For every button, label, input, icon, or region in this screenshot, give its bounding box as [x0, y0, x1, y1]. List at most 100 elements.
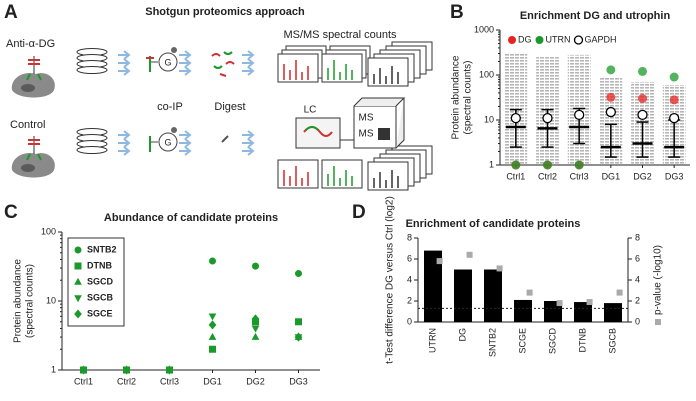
- point: [637, 109, 648, 121]
- bead-label: G: [164, 137, 171, 147]
- x-tick-label: DG2: [633, 171, 652, 181]
- point: [208, 313, 217, 321]
- point: [638, 66, 647, 76]
- point: [436, 258, 443, 265]
- bar: [574, 302, 592, 322]
- x-tick-label: Ctrl2: [538, 171, 557, 181]
- cell-icon: [10, 135, 56, 179]
- y-tick-label: 1000: [474, 24, 494, 34]
- bar: [514, 299, 532, 322]
- panel-label: C: [4, 202, 18, 223]
- point: [165, 365, 174, 375]
- lc-label: LC: [304, 105, 317, 116]
- bar: [424, 250, 442, 322]
- y2-tick-label: 4: [635, 274, 640, 284]
- point: [556, 300, 563, 307]
- y2-tick-label: 0: [635, 316, 640, 326]
- x-tick-label: UTRN: [427, 328, 437, 353]
- point: [535, 36, 544, 44]
- chart-title: Enrichment DG and utrophin: [520, 10, 671, 22]
- point: [543, 160, 552, 170]
- panel-label: D: [352, 202, 366, 223]
- point: [74, 309, 82, 319]
- spectra-title: MS/MS spectral counts: [283, 29, 397, 41]
- point: [574, 160, 584, 170]
- point: [605, 106, 616, 118]
- point: [74, 295, 82, 303]
- point: [669, 72, 679, 82]
- ms-label: MS: [359, 113, 374, 124]
- y-axis-label: t-Test difference DG versus Ctrl (log2): [385, 196, 396, 364]
- y-axis-label: (spectral counts): [25, 264, 36, 338]
- x-tick-label: Ctrl3: [160, 376, 179, 386]
- x-tick-label: DG: [457, 328, 467, 342]
- legend-label: SGCD: [87, 276, 114, 286]
- x-tick-label: Ctrl2: [117, 376, 136, 386]
- y-tick-label: 6: [407, 253, 412, 263]
- point: [209, 345, 216, 353]
- legend-label: GAPDH: [585, 34, 617, 44]
- point: [542, 112, 553, 124]
- panel-label: B: [450, 2, 464, 23]
- point: [79, 365, 88, 375]
- bar: [484, 269, 502, 322]
- point: [616, 289, 623, 296]
- dish-stack: [76, 48, 108, 74]
- x-tick-label: DTNB: [577, 328, 587, 353]
- point: [669, 112, 680, 124]
- peptide-icon: [211, 51, 235, 143]
- y-axis-label: (spectral counts): [463, 61, 474, 135]
- bar: [544, 301, 562, 322]
- point: [638, 94, 647, 104]
- point: [669, 95, 679, 105]
- legend-label: DG: [518, 34, 532, 44]
- ms-label: MS: [359, 129, 374, 140]
- point: [573, 35, 584, 45]
- bead-label: G: [164, 57, 171, 67]
- point: [526, 289, 533, 296]
- legend-label: SNTB2: [87, 244, 117, 254]
- point: [574, 109, 585, 121]
- point: [74, 246, 82, 254]
- x-tick-label: DG3: [289, 376, 308, 386]
- x-tick-label: Ctrl3: [570, 171, 589, 181]
- x-tick-label: DG1: [602, 171, 621, 181]
- legend-label: DTNB: [87, 260, 112, 270]
- row-label: Control: [10, 119, 45, 131]
- y-tick-label: 100: [479, 69, 494, 79]
- x-tick-label: Ctrl1: [506, 171, 525, 181]
- panel-a: A Shotgun proteomics approach Anti-α-DG …: [4, 2, 433, 191]
- x-tick-label: SGCB: [607, 328, 617, 354]
- chart-title: Enrichment of candidate proteins: [406, 218, 581, 230]
- point: [295, 270, 302, 278]
- y2-tick-label: 8: [635, 232, 640, 242]
- bar: [454, 269, 472, 322]
- point: [209, 257, 216, 265]
- x-tick-label: DG1: [203, 376, 222, 386]
- point: [466, 251, 473, 258]
- x-tick-label: SCGE: [517, 328, 527, 354]
- point: [252, 262, 259, 270]
- y-tick-label: 10: [484, 114, 494, 124]
- y-axis-label: Protein abundance: [451, 55, 462, 139]
- point: [508, 36, 516, 44]
- row-label: Anti-α-DG: [6, 38, 55, 50]
- panel-label: A: [4, 2, 18, 23]
- diagram-title: Shotgun proteomics approach: [145, 6, 305, 18]
- point: [510, 112, 521, 124]
- point: [208, 320, 217, 330]
- point: [251, 314, 260, 324]
- cell-icon: [10, 55, 56, 99]
- point: [122, 365, 131, 375]
- dish-stack: [76, 128, 108, 154]
- y-tick-label: 1: [51, 364, 56, 374]
- y2-tick-label: 2: [635, 295, 640, 305]
- point: [511, 160, 521, 170]
- point: [74, 277, 82, 285]
- legend-label: UTRN: [546, 34, 571, 44]
- y-tick-label: 8: [407, 232, 412, 242]
- lc-ms-icon: [295, 97, 406, 149]
- y-tick-label: 2: [407, 295, 412, 305]
- y2-axis-label: p-value (-log10): [653, 245, 664, 315]
